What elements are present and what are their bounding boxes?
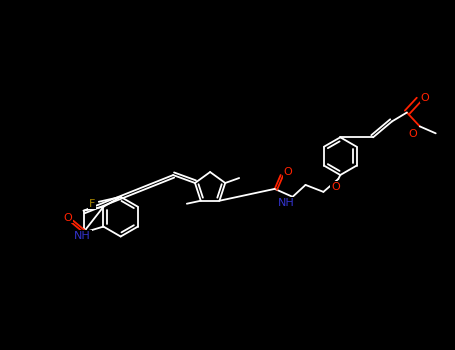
Text: O: O	[63, 213, 72, 223]
Text: F: F	[89, 199, 95, 209]
Text: O: O	[283, 167, 292, 177]
Text: NH: NH	[278, 198, 295, 208]
Text: NH: NH	[74, 231, 91, 240]
Text: O: O	[409, 130, 417, 139]
Text: O: O	[420, 93, 429, 103]
Text: O: O	[331, 182, 340, 192]
